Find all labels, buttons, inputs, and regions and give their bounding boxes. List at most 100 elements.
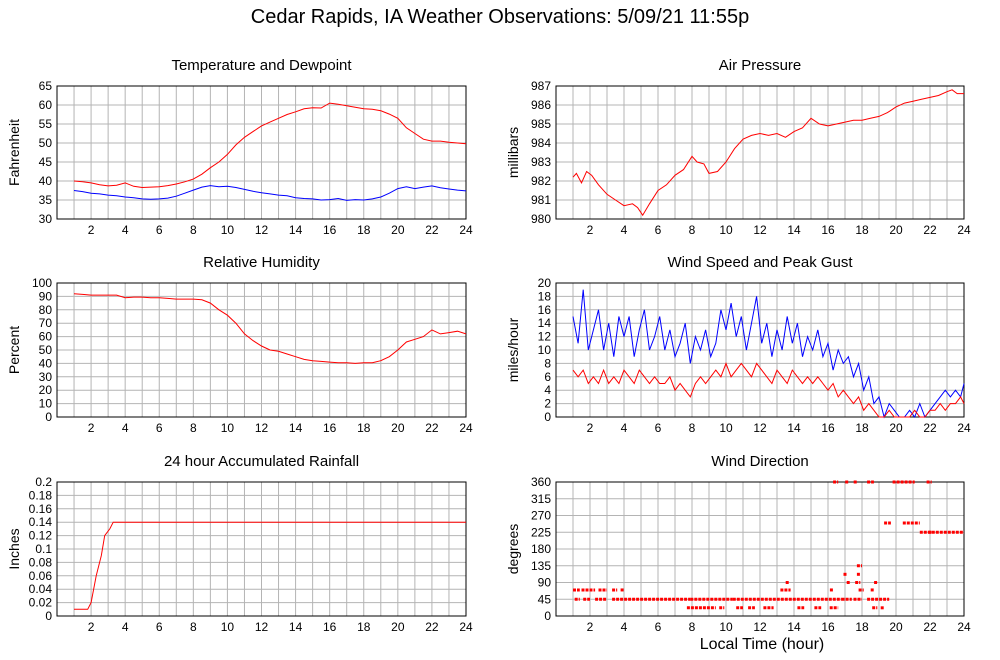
x-tick-label: 4: [621, 620, 628, 634]
x-tick-label: 14: [787, 620, 801, 634]
x-tick-label: 6: [655, 421, 662, 435]
y-axis-label: miles/hour: [505, 317, 521, 382]
x-tick-label: 20: [391, 421, 405, 435]
x-tick-label: 2: [88, 223, 95, 237]
y-tick-label: 315: [531, 492, 551, 506]
y-tick-label: 986: [531, 98, 551, 112]
y-tick-label: 987: [531, 79, 551, 93]
grid-lines: [556, 86, 964, 219]
x-tick-label: 4: [621, 223, 628, 237]
y-tick-label: 0.14: [29, 515, 53, 529]
y-tick-label: 270: [531, 509, 551, 523]
x-tick-label: 4: [122, 421, 129, 435]
x-tick-label: 20: [391, 620, 405, 634]
y-tick-label: 20: [538, 276, 552, 290]
y-tick-label: 55: [39, 117, 53, 131]
x-tick-label: 2: [587, 620, 594, 634]
y-tick-label: 14: [538, 316, 552, 330]
x-tick-label: 6: [655, 223, 662, 237]
y-tick-label: 180: [531, 542, 551, 556]
y-tick-label: 45: [39, 155, 53, 169]
y-tick-label: 0.06: [29, 569, 53, 583]
y-tick-label: 50: [39, 136, 53, 150]
plot-frame: [555, 481, 965, 617]
y-tick-label: 985: [531, 117, 551, 131]
y-tick-label: 30: [39, 212, 53, 226]
x-tick-label: 10: [221, 620, 235, 634]
x-tick-label: 2: [88, 421, 95, 435]
x-tick-label: 6: [156, 421, 163, 435]
y-tick-label: 90: [538, 576, 552, 590]
x-tick-label: 14: [289, 421, 303, 435]
x-tick-label: 12: [255, 620, 269, 634]
x-tick-label: 24: [459, 421, 473, 435]
y-tick-label: 225: [531, 525, 551, 539]
y-tick-label: 0.2: [35, 475, 52, 489]
y-tick-label: 40: [39, 356, 53, 370]
x-tick-label: 8: [190, 223, 197, 237]
y-tick-label: 2: [544, 397, 551, 411]
grid-lines: [556, 482, 964, 616]
x-tick-label: 6: [655, 620, 662, 634]
y-tick-label: 983: [531, 155, 551, 169]
wind-direction-marks: [573, 480, 964, 610]
x-tick-label: 4: [621, 421, 628, 435]
x-tick-label: 24: [957, 223, 971, 237]
chart-panel-2: Air Pressure millibars 980 981 982 983 984 985 9…: [505, 57, 971, 237]
chart-panel-6: Wind Direction degrees 0 45 90 135 180 225 270 31…: [505, 453, 971, 634]
series-line-2: [572, 361, 965, 418]
x-tick-label: 16: [821, 421, 835, 435]
y-tick-label: 0: [544, 609, 551, 623]
x-tick-label: 22: [425, 620, 439, 634]
direction-point: [874, 581, 878, 584]
y-tick-label: 10: [39, 397, 53, 411]
x-tick-label: 20: [391, 223, 405, 237]
x-tick-label: 14: [787, 421, 801, 435]
x-tick-label: 18: [855, 421, 869, 435]
x-tick-label: 18: [855, 620, 869, 634]
x-tick-label: 14: [787, 223, 801, 237]
x-tick-label: 12: [753, 421, 767, 435]
y-tick-label: 12: [538, 330, 552, 344]
y-tick-label: 980: [531, 212, 551, 226]
plot-frame: [555, 282, 965, 418]
y-tick-label: 984: [531, 136, 551, 150]
x-axis-label: Local Time (hour): [699, 636, 825, 653]
y-tick-label: 0.02: [29, 596, 53, 610]
x-tick-label: 16: [323, 620, 337, 634]
direction-point: [843, 572, 847, 576]
series-line-2: [73, 185, 467, 201]
x-tick-label: 12: [255, 223, 269, 237]
y-tick-label: 65: [39, 79, 53, 93]
x-tick-label: 2: [587, 421, 594, 435]
x-tick-label: 6: [156, 223, 163, 237]
x-tick-label: 8: [689, 223, 696, 237]
plot-frame: [56, 282, 467, 418]
y-tick-label: 0: [544, 410, 551, 424]
y-tick-label: 0.04: [29, 582, 53, 596]
plot-frame: [555, 85, 965, 220]
x-tick-label: 24: [459, 223, 473, 237]
x-tick-label: 10: [719, 620, 733, 634]
y-tick-label: 18: [538, 289, 552, 303]
y-axis-label: Inches: [6, 528, 22, 569]
series-line-1: [73, 102, 467, 189]
x-tick-label: 8: [689, 421, 696, 435]
grid-lines: [57, 86, 466, 219]
direction-point: [845, 480, 849, 484]
x-tick-label: 18: [855, 223, 869, 237]
y-tick-label: 982: [531, 174, 551, 188]
x-tick-label: 14: [289, 223, 303, 237]
y-axis-label: degrees: [505, 524, 521, 575]
direction-point: [870, 588, 874, 592]
y-tick-label: 20: [39, 383, 53, 397]
y-tick-label: 360: [531, 475, 551, 489]
y-tick-label: 16: [538, 303, 552, 317]
y-tick-label: 135: [531, 559, 551, 573]
x-tick-label: 16: [323, 421, 337, 435]
x-tick-label: 24: [459, 620, 473, 634]
x-tick-label: 10: [221, 223, 235, 237]
x-tick-label: 12: [753, 620, 767, 634]
chart-title: Relative Humidity: [203, 254, 320, 271]
